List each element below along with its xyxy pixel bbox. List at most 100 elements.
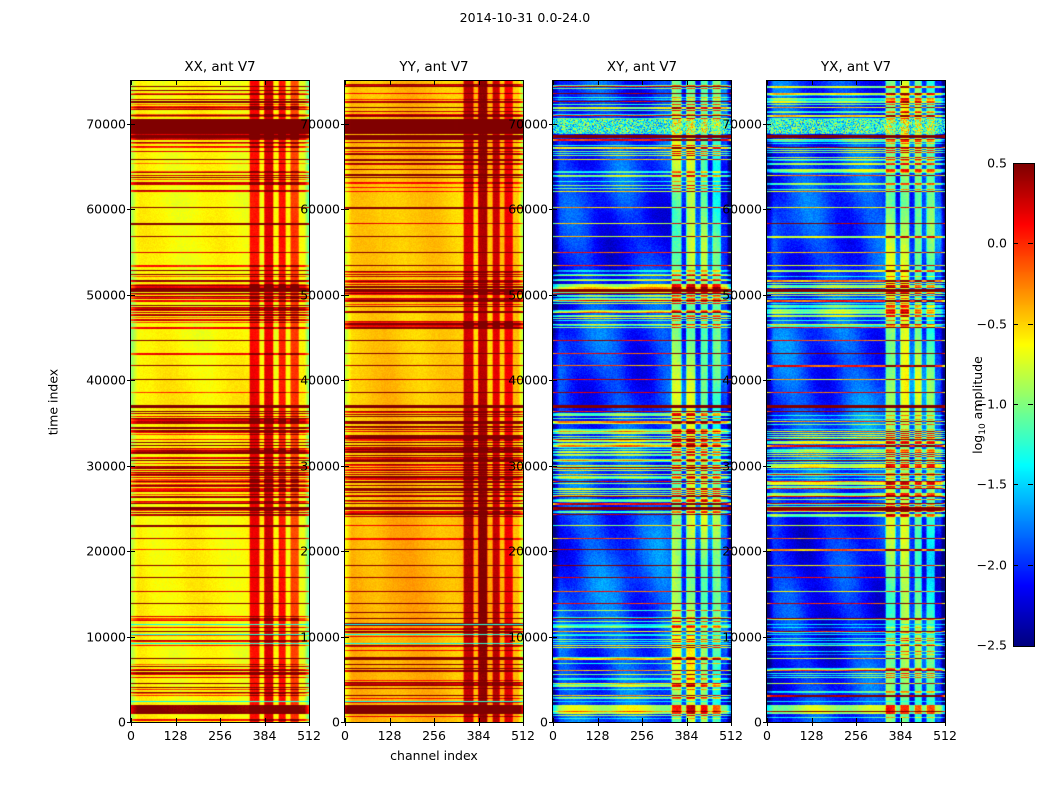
colorbar-tick-label: −1.0 [976,396,1007,412]
panel-xy-xtick-mark [597,722,599,726]
panel-yx-heatmap [767,81,945,722]
panel-xx-heatmap [131,81,309,722]
panel-yy-xtick-label: 384 [466,728,491,743]
panel-xx-ytick-label: 20000 [86,543,126,559]
panel-yy-title: YY, ant V7 [399,59,469,75]
panel-yy-xtick-mark [389,722,391,726]
panel-yx-ytick-label: 30000 [722,458,762,474]
panel-xy-xtick-label: 128 [585,728,610,743]
panel-yy-ytick-label: 0 [332,714,340,730]
panel-yy-ytick-label: 50000 [300,287,340,303]
panel-xx-xtick-top [131,81,132,85]
panel-xy-ytick-label: 70000 [508,116,548,132]
panel-yy-xtick-mark [478,722,480,726]
panel-xx-ytick-label: 70000 [86,116,126,132]
panel-xy-title: XY, ant V7 [606,59,678,75]
panel-xy-ytick-mark-inner [553,123,557,125]
panel-xx-ytick-mark-inner [131,722,135,723]
panel-yy-ytick-mark-inner [345,123,349,125]
panel-yx-xtick-mark-inner [945,718,946,722]
panel-yx-xtick-mark-inner [900,718,902,722]
panel-xx-xtick-label: 512 [297,728,321,743]
panel-xx-ytick-mark [127,465,131,467]
panel-yy-ytick-mark-inner [345,465,349,467]
panel-yx-xtick-mark [945,722,946,726]
panel-xx-ytick-label: 30000 [86,458,126,474]
colorbar-tick-label: −0.5 [976,316,1007,332]
panel-xx-xtick-mark [264,722,266,726]
panel-xy-xtick-label: 256 [630,728,654,743]
panel-yx-ytick-label: 40000 [722,372,762,388]
panel-xy-ytick-mark [549,636,553,638]
panel-xx-ytick-mark [127,551,131,553]
panel-xx-xtick-label: 128 [163,728,188,743]
y-axis-label: time index [45,368,60,435]
panel-xx-xtick-mark [131,722,132,726]
panel-xy-ytick-label: 30000 [508,458,548,474]
colorbar-tick-label: −1.5 [976,476,1007,492]
panel-xx-ytick-mark-inner [131,380,135,382]
panel-xy[interactable]: XY, ant V7 0 10000 20000 30000 40000 50000 6000… [508,59,743,743]
colorbar-tick-mark-right [1028,404,1033,405]
panel-yx-ytick-mark [763,380,767,382]
panel-xy-xtick-top [731,81,732,85]
panel-xx-ytick-mark-inner [131,465,135,467]
panel-xx-ytick-mark-inner [131,551,135,553]
panel-xy-xtick-mark-inner [686,718,688,722]
panel-yx-xtick-top [856,81,857,85]
panel-yy-xtick-mark-inner [434,718,435,722]
colorbar-tick-mark [1013,243,1018,245]
panel-yx-ytick-mark-inner [767,209,771,211]
panel-xx-xtick-top [175,81,177,85]
colorbar-tick-mark-right [1028,484,1033,486]
panel-yy-xtick-top [523,81,524,85]
panel-yx-xtick-mark-inner [856,718,857,722]
panel-yx-ytick-mark-inner [767,722,771,723]
panel-yy-xtick-mark [345,722,346,726]
colorbar[interactable]: 0.5 0.0 −0.5 −1.0 −1.5 −2.0 −2.5 [977,156,1035,653]
panel-yx-ytick-label: 70000 [722,116,762,132]
panel-xy-xtick-mark-inner [642,718,643,722]
panel-yx-ytick-mark-inner [767,380,771,382]
panel-yy[interactable]: YY, ant V7 0 10000 20000 30000 40000 50000 6000… [300,59,535,743]
panel-xx-xtick-mark [309,722,310,726]
panel-xy-xtick-mark-inner [731,718,732,722]
panel-yx-xtick-mark-inner [811,718,813,722]
panel-xy-ytick-mark [549,294,553,296]
panel-xx-xtick-top [264,81,266,85]
panel-xx-xtick-label: 384 [252,728,277,743]
panel-xy-ytick-label: 10000 [508,629,548,645]
panel-xx-ytick-mark-inner [131,636,135,638]
panel-yy-xtick-mark [523,722,524,726]
panel-xy-ytick-mark-inner [553,636,557,638]
panel-yx-xtick-top [900,81,902,85]
panel-xx-ytick-mark-inner [131,123,135,125]
panel-xy-ytick-label: 0 [540,714,548,730]
panel-xy-xtick-mark-inner [597,718,599,722]
panel-xx[interactable]: XX, ant V7 0 10000 20000 30000 40000 50000 6000… [86,59,321,743]
panel-yy-xtick-top [389,81,391,85]
panel-yx-ytick-mark [763,636,767,638]
panel-xy-xtick-mark [731,722,732,726]
panel-xx-xtick-mark [220,722,221,726]
colorbar-tick-mark-right [1028,243,1033,245]
panel-xy-ytick-mark-inner [553,209,557,211]
panel-yx-xtick-top [945,81,946,85]
panel-yy-ytick-mark [341,636,345,638]
panel-yy-ytick-label: 40000 [300,372,340,388]
panel-xy-ytick-mark-inner [553,465,557,467]
panel-xx-xtick-top [309,81,310,85]
panel-xx-ytick-mark-inner [131,294,135,296]
colorbar-tick-mark [1013,484,1018,486]
panel-xx-ytick-label: 60000 [86,201,126,217]
panel-yy-ytick-label: 10000 [300,629,340,645]
panel-xy-xtick-mark [642,722,643,726]
panel-yx-ytick-mark [763,294,767,296]
panel-yy-ytick-mark-inner [345,294,349,296]
panel-yy-ytick-mark [341,722,345,723]
panel-yy-ytick-mark-inner [345,380,349,382]
panel-yx[interactable]: YX, ant V7 0 10000 20000 30000 40000 50000 6000… [722,59,957,743]
panel-yy-ytick-mark [341,551,345,553]
colorbar-tick-label: 0.5 [987,155,1007,171]
